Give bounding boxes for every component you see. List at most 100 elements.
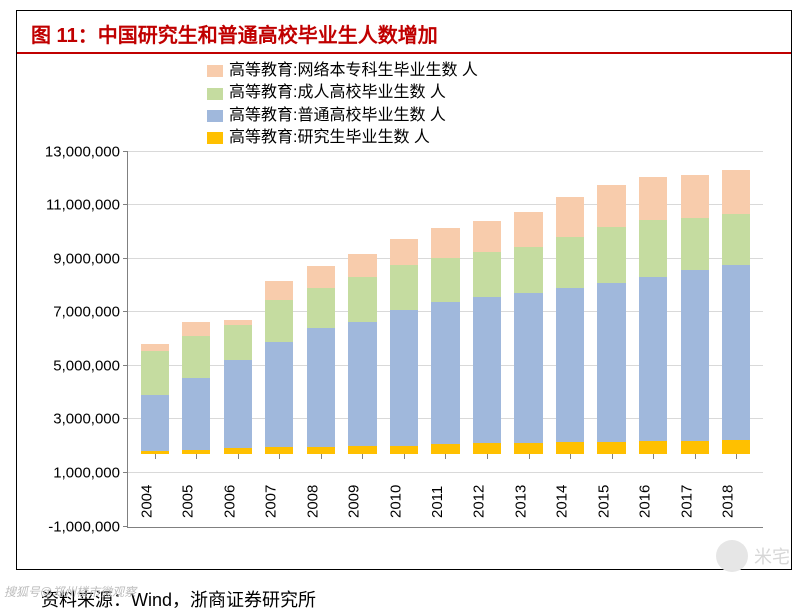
legend-swatch xyxy=(207,110,223,122)
bar xyxy=(431,152,459,455)
bar-slot: 2012 xyxy=(466,152,508,455)
bar-segment xyxy=(473,297,501,443)
x-axis-label: 2013 xyxy=(512,484,529,517)
bar-slot: 2008 xyxy=(300,152,342,455)
bar-slot: 2006 xyxy=(217,152,259,455)
bar-segment xyxy=(431,302,459,444)
y-axis-label: -1,000,000 xyxy=(48,518,120,535)
x-axis-label: 2005 xyxy=(180,484,197,517)
x-tick xyxy=(155,454,156,459)
bar-segment xyxy=(681,441,709,455)
bar-segment xyxy=(639,220,667,277)
bar-slot: 2009 xyxy=(342,152,384,455)
bar-segment xyxy=(348,446,376,455)
legend-swatch xyxy=(207,88,223,100)
x-tick xyxy=(238,454,239,459)
x-tick xyxy=(736,454,737,459)
bar-segment xyxy=(390,239,418,265)
bar-segment xyxy=(639,277,667,441)
x-axis-label: 2016 xyxy=(636,484,653,517)
bar-segment xyxy=(681,218,709,269)
bar-slot: 2017 xyxy=(674,152,716,455)
bar-segment xyxy=(556,197,584,237)
x-axis-label: 2012 xyxy=(470,484,487,517)
x-axis-label: 2018 xyxy=(720,484,737,517)
y-tick xyxy=(123,526,128,527)
bar xyxy=(722,152,750,455)
watermark-right: 米宅 xyxy=(716,540,790,572)
x-tick xyxy=(487,454,488,459)
bar xyxy=(307,152,335,455)
bar-slot: 2018 xyxy=(715,152,757,455)
legend-item: 高等教育:成人高校毕业生数 人 xyxy=(207,82,791,104)
bar-segment xyxy=(182,322,210,336)
legend-label: 高等教育:研究生毕业生数 人 xyxy=(229,127,430,149)
bar-segment xyxy=(141,351,169,395)
bar-slot: 2016 xyxy=(632,152,674,455)
x-tick xyxy=(445,454,446,459)
bar-slot: 2014 xyxy=(549,152,591,455)
bar xyxy=(514,152,542,455)
bar-segment xyxy=(224,325,252,360)
bar-segment xyxy=(473,252,501,297)
bar-segment xyxy=(681,175,709,218)
bar-segment xyxy=(681,270,709,441)
bar-segment xyxy=(307,288,335,328)
bar-segment xyxy=(556,442,584,455)
chart-area: -1,000,0001,000,0003,000,0005,000,0007,0… xyxy=(127,152,763,528)
bar-segment xyxy=(597,442,625,455)
bar-segment xyxy=(473,221,501,252)
bar-segment xyxy=(431,258,459,302)
bar xyxy=(224,152,252,455)
bar-slot: 2013 xyxy=(508,152,550,455)
bar-segment xyxy=(722,214,750,265)
bar-slot: 2004 xyxy=(134,152,176,455)
bar xyxy=(473,152,501,455)
legend-label: 高等教育:成人高校毕业生数 人 xyxy=(229,82,446,104)
bar-segment xyxy=(722,265,750,440)
x-axis-label: 2004 xyxy=(138,484,155,517)
bar-segment xyxy=(182,378,210,450)
y-axis-label: 5,000,000 xyxy=(53,357,120,374)
y-axis-label: 1,000,000 xyxy=(53,465,120,482)
watermark-logo-icon xyxy=(716,540,748,572)
bar-segment xyxy=(348,277,376,322)
bar-segment xyxy=(514,247,542,294)
bar-segment xyxy=(265,300,293,342)
bar-segment xyxy=(348,322,376,445)
legend-label: 高等教育:普通高校毕业生数 人 xyxy=(229,105,446,127)
bar-segment xyxy=(556,237,584,288)
legend-item: 高等教育:网络本专科生毕业生数 人 xyxy=(207,60,791,82)
bar xyxy=(265,152,293,455)
bar xyxy=(556,152,584,455)
y-axis-label: 3,000,000 xyxy=(53,411,120,428)
y-axis-label: 11,000,000 xyxy=(46,197,120,214)
bar-segment xyxy=(597,185,625,227)
bar xyxy=(681,152,709,455)
bar-segment xyxy=(597,283,625,441)
y-axis-label: 9,000,000 xyxy=(53,250,120,267)
chart-title: 图 11：中国研究生和普通高校毕业生人数增加 xyxy=(17,11,791,52)
bar-slot: 2005 xyxy=(176,152,218,455)
legend-label: 高等教育:网络本专科生毕业生数 人 xyxy=(229,60,478,82)
bar-slot: 2011 xyxy=(425,152,467,455)
bar-segment xyxy=(307,447,335,455)
chart-frame: 图 11：中国研究生和普通高校毕业生人数增加 高等教育:网络本专科生毕业生数 人… xyxy=(16,10,792,570)
x-axis-label: 2017 xyxy=(678,484,695,517)
bar-segment xyxy=(597,227,625,283)
title-underline xyxy=(17,52,791,54)
x-axis-label: 2011 xyxy=(429,485,446,517)
bar-segment xyxy=(265,342,293,447)
bar-slot: 2015 xyxy=(591,152,633,455)
bar xyxy=(141,152,169,455)
bar-segment xyxy=(556,288,584,442)
legend-item: 高等教育:普通高校毕业生数 人 xyxy=(207,105,791,127)
bar-segment xyxy=(473,443,501,454)
bar xyxy=(182,152,210,455)
bar-segment xyxy=(265,281,293,301)
bars-container: 2004200520062007200820092010201120122013… xyxy=(128,152,763,500)
legend-swatch xyxy=(207,65,223,77)
y-axis-label: 13,000,000 xyxy=(45,143,120,160)
x-tick xyxy=(196,454,197,459)
bar-segment xyxy=(348,254,376,277)
